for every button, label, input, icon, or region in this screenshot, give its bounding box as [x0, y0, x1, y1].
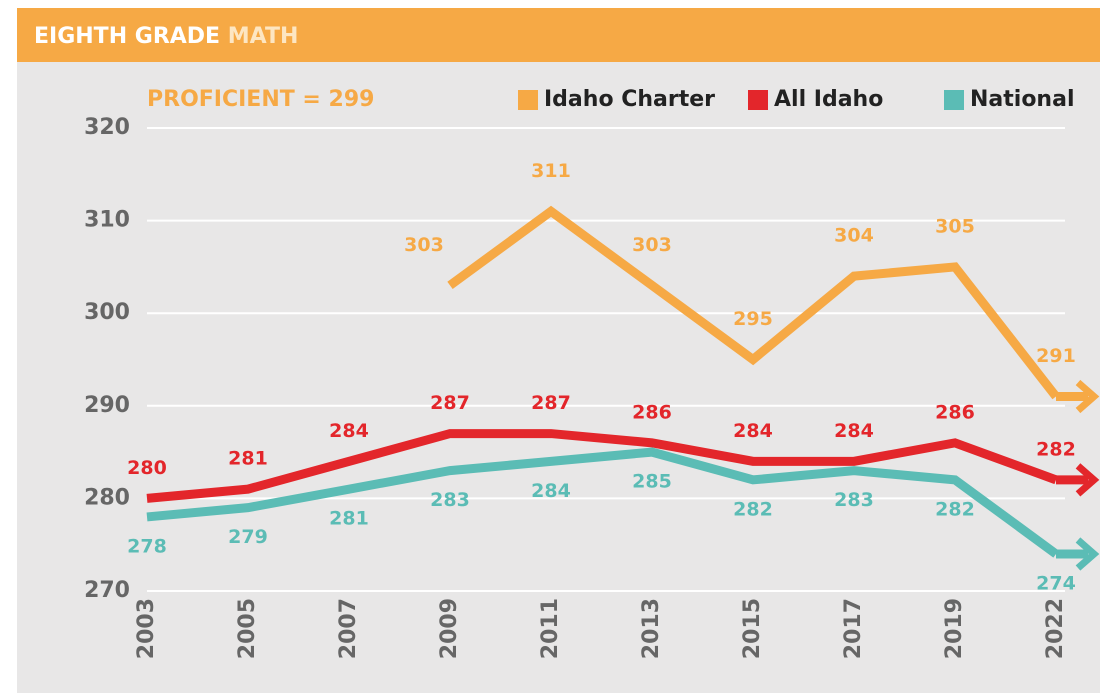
title-part: EIGHTH GRADE	[34, 24, 220, 49]
data-label: 311	[531, 160, 571, 182]
data-label: 287	[430, 392, 470, 414]
legend-swatch	[748, 90, 768, 110]
series-line	[146, 447, 1059, 558]
data-label: 283	[430, 489, 470, 511]
data-label: 281	[228, 448, 268, 470]
series-line	[146, 429, 1058, 503]
x-tick-label: 2017	[841, 598, 866, 659]
legend-label: National	[970, 87, 1074, 112]
data-label: 286	[935, 401, 975, 423]
legend-label: All Idaho	[774, 87, 883, 112]
x-tick-label: 2003	[134, 598, 159, 659]
data-label: 279	[228, 526, 268, 548]
x-tick-label: 2011	[538, 598, 563, 659]
data-label: 284	[834, 420, 874, 442]
title-part: MATH	[228, 24, 299, 49]
x-tick-label: 2005	[235, 598, 260, 659]
arrow-head	[1075, 537, 1100, 571]
data-label: 286	[632, 401, 672, 423]
data-label: 280	[127, 457, 167, 479]
annotation: PROFICIENT = 299	[147, 87, 374, 112]
arrow-head	[1075, 463, 1100, 497]
data-label: 305	[935, 215, 975, 237]
data-label: 284	[329, 420, 369, 442]
data-label: 295	[733, 308, 773, 330]
chart-title: EIGHTH GRADE MATH	[34, 24, 298, 49]
y-tick-label: 280	[84, 485, 130, 510]
series-line	[447, 205, 1060, 400]
data-label: 284	[531, 480, 571, 502]
data-label: 274	[1036, 572, 1076, 594]
legend-swatch	[944, 90, 964, 110]
y-tick-label: 300	[84, 300, 130, 325]
plot-background	[17, 62, 1100, 693]
arrow-head	[1075, 379, 1100, 414]
y-tick-label: 290	[84, 393, 130, 418]
data-label: 283	[834, 489, 874, 511]
data-label: 304	[834, 225, 874, 247]
x-tick-label: 2009	[437, 598, 462, 659]
x-tick-label: 2015	[740, 598, 765, 659]
data-label: 285	[632, 471, 672, 493]
x-tick-label: 2019	[942, 598, 967, 659]
y-tick-label: 270	[84, 578, 130, 603]
x-tick-label: 2022	[1043, 598, 1068, 659]
x-tick-label: 2007	[336, 598, 361, 659]
data-label: 278	[127, 535, 167, 557]
data-label: 282	[1036, 438, 1076, 460]
data-label: 303	[632, 234, 672, 256]
data-label: 303	[404, 234, 444, 256]
header-band	[17, 8, 1100, 62]
data-label: 282	[935, 498, 975, 520]
x-tick-label: 2013	[639, 598, 664, 659]
legend-label: Idaho Charter	[544, 87, 715, 112]
data-label: 287	[531, 392, 571, 414]
legend-swatch	[518, 90, 538, 110]
data-label: 281	[329, 508, 369, 530]
y-tick-label: 320	[84, 115, 130, 140]
y-tick-label: 310	[84, 208, 130, 233]
data-label: 282	[733, 498, 773, 520]
data-label: 291	[1036, 345, 1076, 367]
data-label: 284	[733, 420, 773, 442]
